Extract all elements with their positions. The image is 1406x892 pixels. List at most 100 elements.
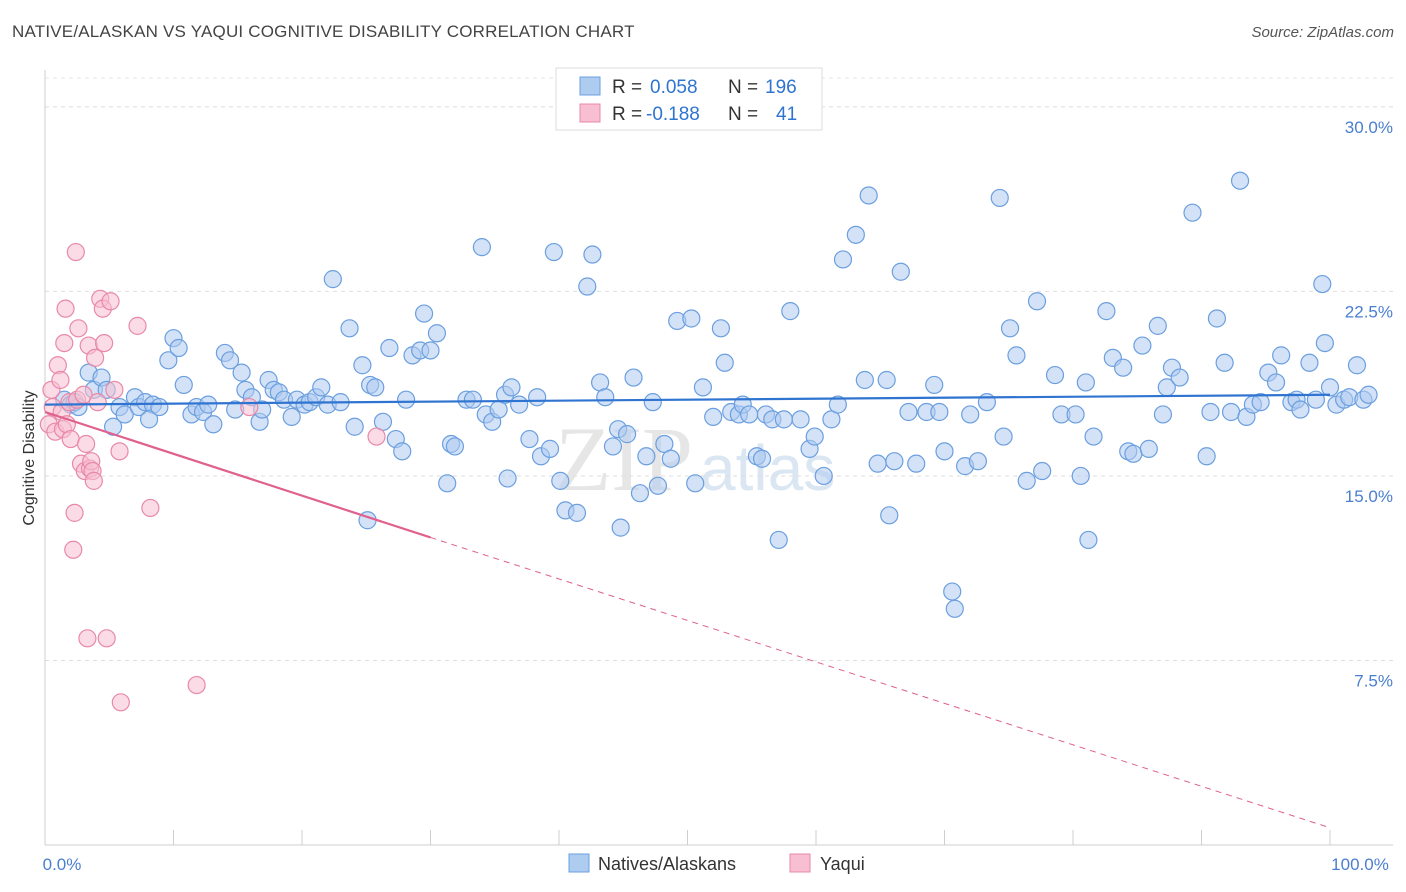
axes <box>44 70 1393 846</box>
point-natives-68 <box>472 238 491 257</box>
point-natives-124 <box>846 225 865 244</box>
point-natives-130 <box>885 452 904 471</box>
point-natives-138 <box>943 582 962 601</box>
point-natives-154 <box>1071 466 1090 486</box>
point-natives-65 <box>445 437 465 456</box>
point-natives-148 <box>1017 471 1036 490</box>
legend-bottom: Natives/Alaskans Yaqui <box>568 853 865 874</box>
point-natives-131 <box>891 262 910 281</box>
point-yaqui-22 <box>78 629 97 648</box>
point-natives-94 <box>637 447 656 466</box>
chart-title: NATIVE/ALASKAN VS YAQUI COGNITIVE DISABI… <box>12 22 635 41</box>
point-natives-145 <box>994 427 1013 446</box>
point-yaqui-38 <box>128 316 147 335</box>
point-natives-166 <box>1153 405 1173 424</box>
point-yaqui-4 <box>48 356 67 375</box>
point-yaqui-37 <box>111 693 130 712</box>
point-natives-20 <box>174 375 193 395</box>
point-natives-143 <box>977 393 997 412</box>
point-natives-92 <box>624 368 643 387</box>
point-natives-104 <box>711 319 731 338</box>
point-natives-115 <box>774 410 793 429</box>
point-yaqui-27 <box>84 471 103 490</box>
point-yaqui-35 <box>105 380 124 399</box>
point-natives-29 <box>232 363 251 382</box>
legend-n-label-yaqui: N = <box>728 104 758 125</box>
point-natives-109 <box>740 405 759 424</box>
point-natives-126 <box>859 186 878 205</box>
point-yaqui-14 <box>65 503 84 522</box>
point-natives-194 <box>1347 356 1367 375</box>
point-natives-67 <box>463 390 483 409</box>
point-natives-149 <box>1027 292 1047 311</box>
trend-line-yaqui-extension <box>430 536 1331 829</box>
point-natives-73 <box>498 469 517 488</box>
point-natives-165 <box>1148 316 1167 335</box>
point-natives-85 <box>583 245 602 264</box>
point-natives-24 <box>199 395 218 414</box>
point-natives-142 <box>968 452 988 471</box>
point-natives-122 <box>828 395 847 414</box>
point-natives-57 <box>396 390 416 409</box>
point-natives-117 <box>791 410 810 429</box>
point-natives-15 <box>139 410 159 429</box>
point-natives-169 <box>1170 368 1189 387</box>
point-natives-84 <box>578 277 597 296</box>
point-natives-171 <box>1197 447 1216 466</box>
point-yaqui-41 <box>240 397 259 417</box>
point-natives-81 <box>551 471 570 490</box>
point-yaqui-28 <box>86 348 105 367</box>
point-natives-163 <box>1133 336 1152 355</box>
trend-lines <box>44 393 1331 829</box>
y-tick-labels: 7.5% 15.0% 22.5% 30.0% <box>1345 118 1393 691</box>
point-natives-119 <box>805 427 824 446</box>
point-natives-98 <box>661 449 680 468</box>
x-tick-label-max: 100.0% <box>1331 855 1389 874</box>
point-natives-17 <box>159 351 178 370</box>
point-natives-136 <box>930 402 949 422</box>
point-natives-120 <box>814 466 833 486</box>
y-tick-label-1: 15.0% <box>1345 487 1393 506</box>
point-natives-164 <box>1139 439 1158 458</box>
point-natives-128 <box>877 370 896 390</box>
point-natives-179 <box>1251 393 1270 412</box>
point-natives-101 <box>686 474 705 493</box>
point-natives-63 <box>438 474 457 493</box>
point-natives-102 <box>693 378 713 397</box>
point-natives-150 <box>1033 461 1052 481</box>
point-natives-45 <box>323 270 342 289</box>
series-natives-alaskans <box>55 171 1378 618</box>
point-yaqui-29 <box>88 393 107 412</box>
point-yaqui-32 <box>95 333 114 353</box>
point-natives-114 <box>769 530 788 550</box>
source-label: Source: ZipAtlas.com <box>1251 24 1394 41</box>
point-yaqui-13 <box>64 540 83 559</box>
point-natives-158 <box>1097 302 1116 321</box>
point-yaqui-40 <box>187 675 206 695</box>
point-natives-190 <box>1320 378 1340 397</box>
point-natives-155 <box>1076 373 1095 392</box>
point-natives-38 <box>282 407 301 427</box>
point-natives-47 <box>340 319 359 338</box>
point-yaqui-33 <box>97 629 116 648</box>
point-natives-77 <box>528 388 547 407</box>
point-natives-144 <box>990 188 1009 208</box>
point-natives-10 <box>115 405 134 424</box>
y-tick-label-3: 30.0% <box>1345 118 1393 137</box>
point-natives-43 <box>312 378 331 397</box>
point-natives-27 <box>220 351 240 370</box>
point-yaqui-36 <box>110 442 129 461</box>
point-yaqui-17 <box>69 319 88 338</box>
point-natives-105 <box>715 353 734 372</box>
point-natives-182 <box>1272 346 1291 365</box>
point-yaqui-12 <box>61 429 80 449</box>
point-natives-129 <box>880 506 899 525</box>
legend-r-value-yaqui: -0.188 <box>646 104 700 125</box>
point-natives-87 <box>596 388 615 407</box>
legend-n-value-natives: 196 <box>765 77 797 98</box>
point-yaqui-39 <box>141 498 160 518</box>
legend-r-label-yaqui: R = <box>612 104 642 125</box>
point-natives-147 <box>1007 346 1026 365</box>
point-yaqui-15 <box>66 242 85 262</box>
